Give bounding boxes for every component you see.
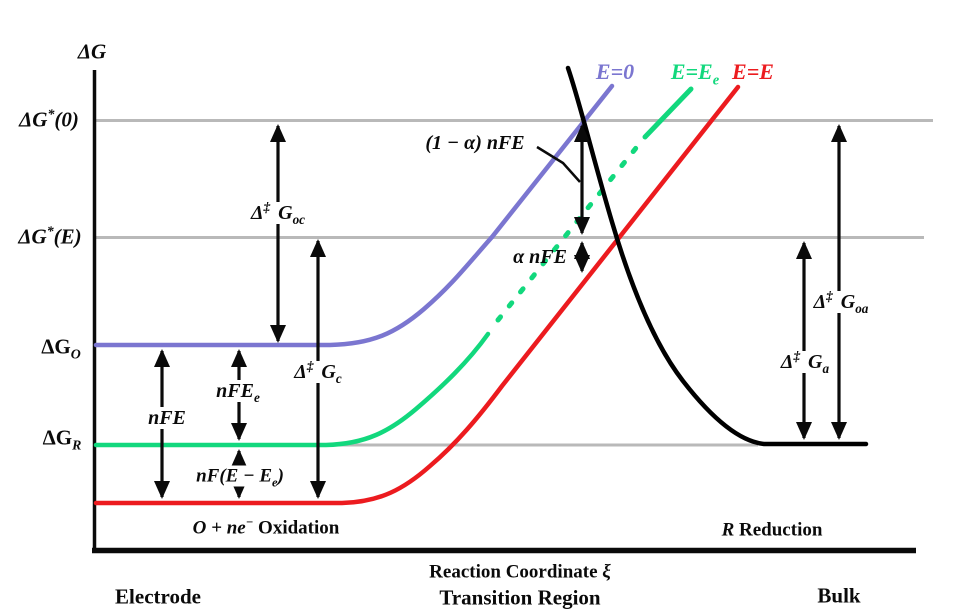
x-axis-title: Reaction Coordinate ξ [429,561,611,583]
x-axis-subtitle: Transition Region [439,585,601,610]
label-dg-o: ΔGO [41,334,81,362]
label-dgoa: Δ‡ Goa [809,289,873,315]
label-reduction: R Reduction [721,519,823,541]
curve-ee-dotted [495,140,643,323]
label-nfee: nFEe [212,380,264,404]
label-oxidation: O + ne− Oxidation [192,515,340,539]
label-dgc: Δ‡ Gc [290,359,346,385]
label-curve-e0: E=0 [595,59,635,84]
y-axis-title: ΔG [77,39,107,64]
curve-ee-solid-lower [93,331,491,448]
curve-e-oxidation [93,84,741,506]
curve-ee-solid-upper [642,86,694,140]
label-nfde: nF(E − Ee) [192,465,288,489]
curve-reduction-black [565,65,869,447]
label-curve-ee: E=Ee [670,59,720,89]
label-one-minus-alpha-nfe: (1 − α) nFE [425,132,525,154]
label-nfe: nFE [144,407,190,429]
label-dgoc: Δ‡ Goc [246,200,310,226]
label-dg-star-0: ΔG*(0) [19,106,79,132]
label-curve-e: E=E [732,59,774,84]
label-dga: Δ‡ Ga [776,349,834,375]
curve-e0-oxidation [93,83,615,348]
label-dg-r: ΔGR [42,425,82,453]
region-label-electrode: Electrode [115,584,201,609]
label-dg-star-e: ΔG*(E) [18,223,82,249]
pointer-one-minus-alpha-nfe [536,145,581,183]
label-alpha-nfe: α nFE [513,246,567,268]
region-label-bulk: Bulk [817,583,861,608]
